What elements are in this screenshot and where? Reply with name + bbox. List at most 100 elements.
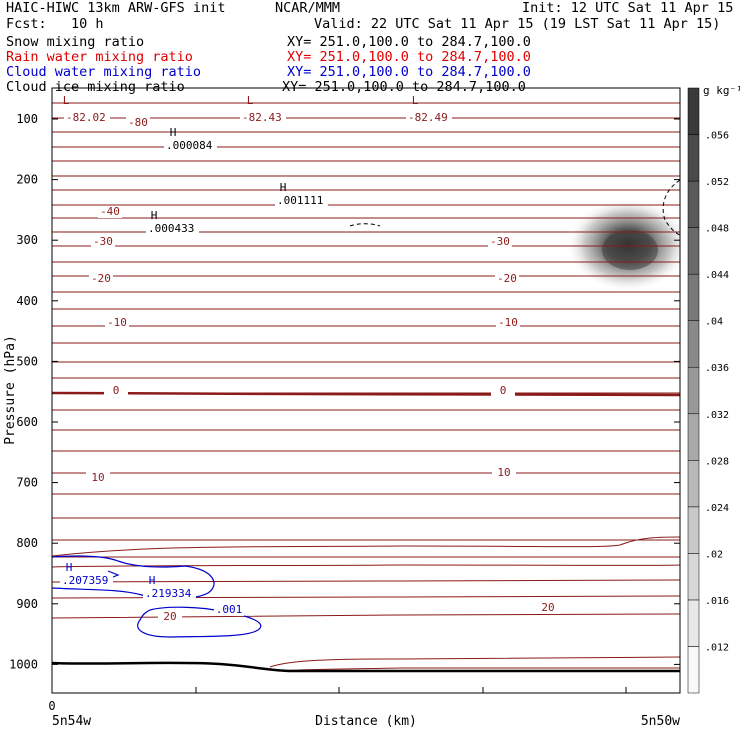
extremum-label-bg xyxy=(64,111,110,124)
extremum-value: .001111 xyxy=(277,194,323,207)
extremum-kind: L xyxy=(412,94,419,107)
legend-rain-xy: XY= 251.0,100.0 to 284.7,100.0 xyxy=(287,49,531,65)
y-axis-title: Pressure (hPa) xyxy=(3,335,18,445)
colorbar-swatch xyxy=(687,227,700,275)
y-tick-label: 700 xyxy=(16,476,38,490)
temperature-label-bg xyxy=(496,317,520,329)
colorbar-swatch xyxy=(687,366,700,415)
x-left-location: 5n54w xyxy=(52,714,91,729)
temperature-label: -20 xyxy=(91,272,111,285)
legend-cloud-ice-label: Cloud ice mixing ratio xyxy=(6,79,185,95)
colorbar-tick-label: .02 xyxy=(705,549,723,560)
isotherm-line xyxy=(52,613,680,619)
temperature-label-bg xyxy=(491,385,515,397)
extremum-kind: H xyxy=(66,561,73,574)
legend-rain-label: Rain water mixing ratio xyxy=(6,49,193,65)
y-tick-label: 200 xyxy=(16,173,38,187)
cloud-water-contour xyxy=(52,555,215,600)
y-tick-label: 100 xyxy=(16,112,38,126)
extremum-value: .219334 xyxy=(145,587,192,600)
temperature-label: -40 xyxy=(100,205,120,218)
temperature-label: 20 xyxy=(163,610,176,623)
temperature-label: 0 xyxy=(500,384,507,397)
plot-frame xyxy=(51,87,681,694)
colorbar-tick-label: .048 xyxy=(705,224,729,235)
temperature-label: -20 xyxy=(497,272,517,285)
temperature-label: -30 xyxy=(93,235,113,248)
colorbar-swatch xyxy=(687,180,700,228)
temperature-label-bg xyxy=(495,273,519,285)
extremum-kind: L xyxy=(247,94,254,107)
isotherm-line xyxy=(52,579,680,583)
isotherm-line xyxy=(52,536,680,557)
temperature-label: 10 xyxy=(91,471,104,484)
colorbar-tick-label: .028 xyxy=(705,456,729,467)
colorbar-units: g kg⁻¹ xyxy=(703,84,740,97)
extremum-kind: H xyxy=(151,209,158,222)
temperature-label-bg xyxy=(104,385,128,397)
org-label: NCAR/MMM xyxy=(275,0,341,16)
y-tick-label: 1000 xyxy=(9,657,38,671)
extremum-value: .000433 xyxy=(148,222,194,235)
colorbar-swatch xyxy=(687,460,700,508)
colorbar-swatch xyxy=(687,87,700,135)
extremum-kind: H xyxy=(149,574,156,587)
isotherm-line xyxy=(279,667,680,672)
temperature-label-bg xyxy=(158,611,182,623)
valid-time: Valid: 22 UTC Sat 11 Apr 15 (19 LST Sat … xyxy=(314,16,721,32)
temperature-label-bg xyxy=(91,236,115,248)
temperature-label: 20 xyxy=(541,601,554,614)
colorbar-tick-label: .056 xyxy=(705,131,729,142)
terrain-line xyxy=(52,661,680,673)
forecast-hour: Fcst: 10 h xyxy=(6,16,104,32)
legend-cloud-ice-xy: XY= 251.0,100.0 to 284.7,100.0 xyxy=(282,79,526,95)
y-tick-label: 300 xyxy=(16,233,38,247)
x-right-location: 5n50w xyxy=(641,714,680,729)
isotherm-line xyxy=(269,656,680,668)
extremum-value: .000084 xyxy=(166,139,213,152)
extremum-label-bg xyxy=(143,587,196,600)
extremum-value: -82.49 xyxy=(408,111,448,124)
legend-cloud-water-xy: XY= 251.0,100.0 to 284.7,100.0 xyxy=(287,64,531,80)
temperature-label: -80 xyxy=(128,116,148,129)
temperature-label-bg xyxy=(488,236,512,248)
extremum-label-bg xyxy=(60,574,113,587)
colorbar-swatch xyxy=(687,506,700,554)
colorbar-tick-label: .036 xyxy=(705,363,729,374)
y-tick-label: 400 xyxy=(16,294,38,308)
temperature-label-bg xyxy=(86,472,110,484)
extremum-kind: H xyxy=(280,181,287,194)
extremum-kind: L xyxy=(63,94,70,107)
extremum-label-bg xyxy=(240,111,286,124)
colorbar-swatch xyxy=(687,599,700,647)
colorbar-tick-label: .016 xyxy=(705,596,729,607)
legend-snow-xy: XY= 251.0,100.0 to 284.7,100.0 xyxy=(287,34,531,50)
extremum-value: .207359 xyxy=(62,574,108,587)
temperature-label-bg xyxy=(126,117,150,129)
y-tick-label: 600 xyxy=(16,415,38,429)
extremum-label-bg xyxy=(146,222,199,235)
extremum-label-bg xyxy=(164,139,217,152)
extremum-label-bg xyxy=(406,111,452,124)
legend-cloud-water-label: Cloud water mixing ratio xyxy=(6,64,202,80)
y-tick-label: 800 xyxy=(16,536,38,550)
plot-title: HAIC-HIWC 13km ARW-GFS init xyxy=(6,0,226,16)
legend-snow-label: Snow mixing ratio xyxy=(6,34,145,50)
colorbar-swatch xyxy=(687,646,700,694)
y-tick-label: 900 xyxy=(16,597,38,611)
temperature-label: 10 xyxy=(497,466,510,479)
extremum-kind: H xyxy=(170,126,177,139)
cloud-ice-contour xyxy=(662,179,680,236)
extremum-label-bg xyxy=(275,194,328,207)
cloud-ice-contour xyxy=(349,223,381,227)
temperature-label: -10 xyxy=(107,316,127,329)
cloud-water-contour-label: .001 xyxy=(216,603,243,616)
temperature-label-bg xyxy=(105,317,129,329)
contour-label-bg xyxy=(214,604,244,616)
colorbar-tick-label: .04 xyxy=(705,317,723,328)
y-tick-label: 500 xyxy=(16,354,38,368)
colorbar-tick-label: .024 xyxy=(705,503,729,514)
temperature-label: -10 xyxy=(498,316,518,329)
temperature-label-bg xyxy=(89,273,113,285)
colorbar-tick-label: .032 xyxy=(705,410,729,421)
